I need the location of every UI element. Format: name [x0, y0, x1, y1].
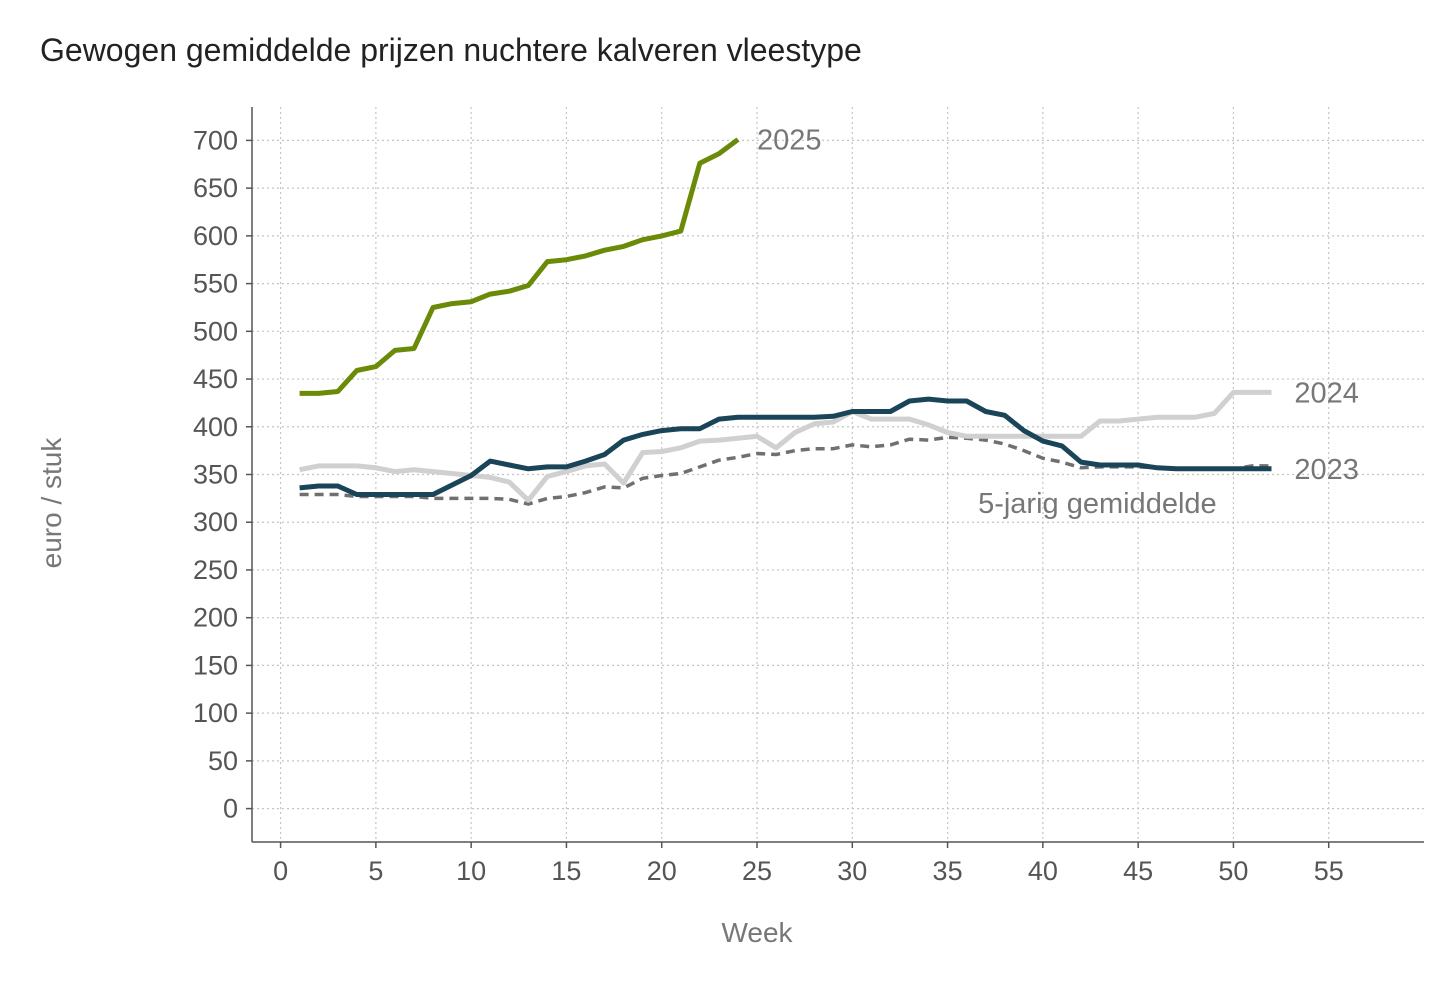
series-label-5-jarig-gemiddelde: 5-jarig gemiddelde — [978, 488, 1217, 520]
y-tick-label: 0 — [223, 794, 238, 824]
series-lines — [299, 137, 1272, 506]
y-tick-label: 250 — [193, 555, 238, 585]
series-labels: 2025 2024 2023 5-jarig gemiddelde — [757, 124, 1359, 520]
y-tick-label: 600 — [193, 221, 238, 251]
y-tick-label: 500 — [193, 316, 238, 346]
grid-lines — [252, 107, 1424, 842]
y-tick-label: 700 — [193, 125, 238, 155]
x-tick-label: 0 — [273, 856, 288, 886]
x-tick-label: 15 — [551, 856, 581, 886]
chart-title: Gewogen gemiddelde prijzen nuchtere kalv… — [40, 32, 862, 68]
series-label-2025: 2025 — [757, 124, 822, 156]
x-tick-label: 50 — [1218, 856, 1248, 886]
series-line-2025 — [299, 137, 740, 396]
y-tick-label: 100 — [193, 698, 238, 728]
x-axis-title: Week — [721, 917, 793, 948]
y-tick-label: 450 — [193, 364, 238, 394]
series-label-2023: 2023 — [1294, 454, 1359, 486]
series-line-2024 — [299, 389, 1272, 503]
x-tick-label: 10 — [456, 856, 486, 886]
x-tick-label: 35 — [933, 856, 963, 886]
y-tick-label: 150 — [193, 650, 238, 680]
x-tick-label: 25 — [742, 856, 772, 886]
y-tick-label: 50 — [208, 746, 238, 776]
y-axis-title: euro / stuk — [36, 437, 67, 569]
y-tick-label: 350 — [193, 460, 238, 490]
y-ticks: 0 50 100 150 200 250 300 350 400 450 500 550 600 650 7… — [193, 125, 252, 824]
y-tick-label: 550 — [193, 269, 238, 299]
x-ticks: 0 5 10 15 20 25 30 35 40 45 50 55 — [273, 842, 1344, 886]
x-tick-label: 5 — [368, 856, 383, 886]
y-tick-label: 300 — [193, 507, 238, 537]
y-tick-label: 400 — [193, 412, 238, 442]
x-tick-label: 40 — [1028, 856, 1058, 886]
y-tick-label: 650 — [193, 173, 238, 203]
x-tick-label: 55 — [1314, 856, 1344, 886]
x-tick-label: 20 — [647, 856, 677, 886]
series-line-2023 — [299, 396, 1272, 497]
y-tick-label: 200 — [193, 603, 238, 633]
x-tick-label: 45 — [1123, 856, 1153, 886]
series-label-2024: 2024 — [1294, 377, 1359, 409]
x-tick-label: 30 — [837, 856, 867, 886]
